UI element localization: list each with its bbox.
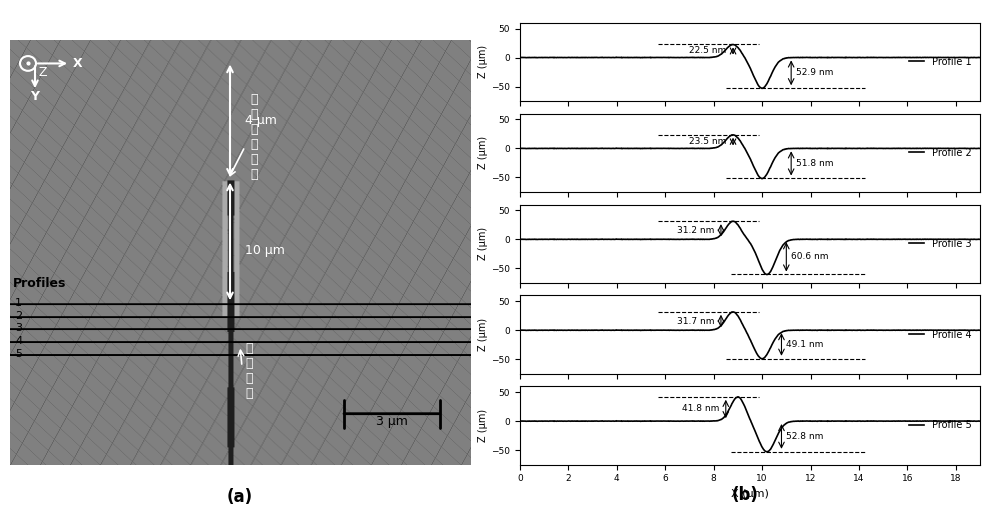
Text: 材
料
堆
积: 材 料 堆 积 <box>245 341 253 399</box>
Text: Profiles: Profiles <box>13 277 66 290</box>
Text: 49.1 nm: 49.1 nm <box>786 340 824 349</box>
Text: 4: 4 <box>15 336 22 346</box>
Y-axis label: Z (μm): Z (μm) <box>479 227 488 260</box>
Text: 51.8 nm: 51.8 nm <box>796 159 834 168</box>
Text: (b): (b) <box>732 486 758 504</box>
Text: 5: 5 <box>15 349 22 359</box>
Text: 3 μm: 3 μm <box>376 415 408 428</box>
Legend: Profile 4: Profile 4 <box>905 326 975 343</box>
Text: 2: 2 <box>15 311 22 321</box>
Text: 31.7 nm: 31.7 nm <box>677 317 715 326</box>
Text: 4 μm: 4 μm <box>245 114 277 127</box>
Y-axis label: Z (μm): Z (μm) <box>479 409 488 442</box>
Text: 23.5 nm: 23.5 nm <box>689 137 727 146</box>
Text: 划
痕
起
始
位
置: 划 痕 起 始 位 置 <box>250 93 258 181</box>
Legend: Profile 3: Profile 3 <box>905 235 975 252</box>
Y-axis label: Z (μm): Z (μm) <box>479 318 488 351</box>
Legend: Profile 1: Profile 1 <box>905 53 975 71</box>
Text: 3: 3 <box>15 323 22 333</box>
Legend: Profile 2: Profile 2 <box>905 144 975 162</box>
Text: 1: 1 <box>15 298 22 308</box>
Y-axis label: Z (μm): Z (μm) <box>479 136 488 169</box>
Y-axis label: Z (μm): Z (μm) <box>479 45 488 78</box>
Legend: Profile 5: Profile 5 <box>905 417 975 434</box>
X-axis label: X (μm): X (μm) <box>731 489 769 499</box>
Text: 10 μm: 10 μm <box>245 244 285 257</box>
Text: Y: Y <box>31 90 40 104</box>
Text: 52.9 nm: 52.9 nm <box>796 68 833 77</box>
Text: 60.6 nm: 60.6 nm <box>791 252 829 262</box>
Text: X: X <box>73 57 83 70</box>
Text: 41.8 nm: 41.8 nm <box>682 405 720 414</box>
Text: (a): (a) <box>227 488 253 505</box>
Text: 22.5 nm: 22.5 nm <box>689 46 727 56</box>
Text: 31.2 nm: 31.2 nm <box>677 226 715 235</box>
Text: Z: Z <box>38 66 47 79</box>
Text: 52.8 nm: 52.8 nm <box>786 432 824 441</box>
